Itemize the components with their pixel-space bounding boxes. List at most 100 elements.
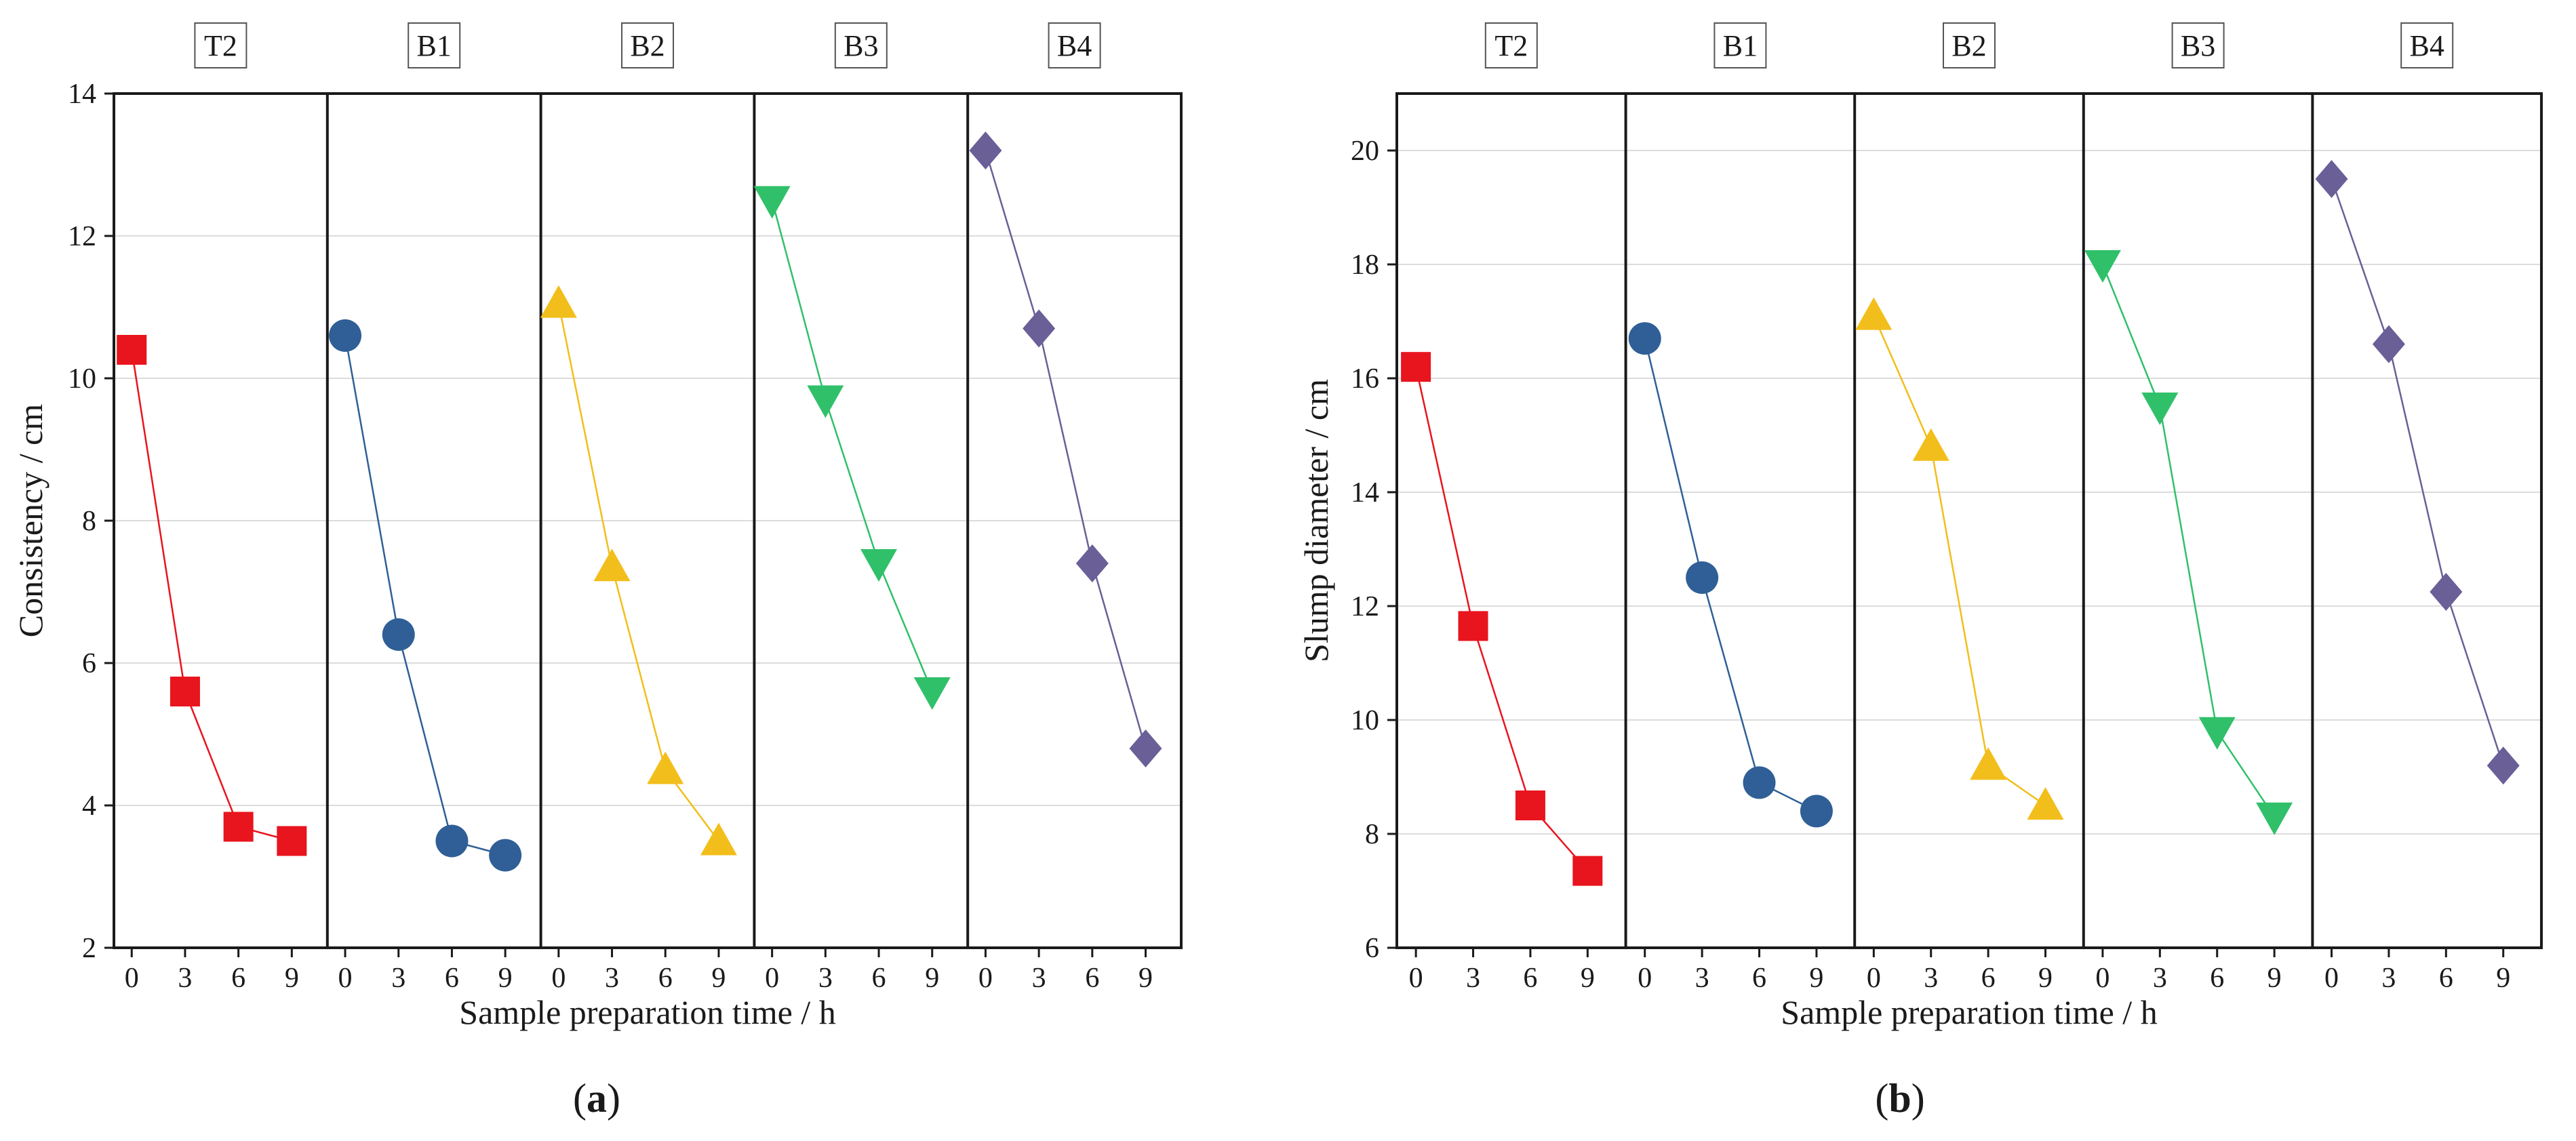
series-line-b3 — [2101, 264, 2276, 818]
panel-label-box — [1048, 22, 1101, 68]
panel-b4: B4 0 3 6 9 — [2311, 22, 2520, 994]
panel-b1: B1 0 3 6 9 — [325, 22, 522, 994]
panel-label-box — [1713, 22, 1767, 68]
series-line-t2 — [130, 349, 292, 842]
x-tick-label: 6 — [2210, 963, 2224, 994]
data-point-b3 — [2198, 717, 2236, 750]
y-tick-label: 10 — [68, 363, 96, 395]
y-tick-label: 2 — [82, 933, 96, 964]
y-axis-title: Consistency / cm — [12, 404, 49, 638]
y-tick-label: 4 — [82, 790, 96, 822]
x-tick-label: 9 — [1809, 963, 1823, 994]
x-tick-label: 9 — [285, 963, 299, 994]
x-tick-label: 0 — [551, 963, 566, 994]
x-tick-label: 0 — [978, 963, 993, 994]
x-tick-label: 6 — [231, 963, 245, 994]
x-tick-label: 6 — [1085, 963, 1099, 994]
x-tick-label: 3 — [391, 963, 405, 994]
x-tick-label: 9 — [2038, 963, 2053, 994]
data-point-b1 — [435, 824, 469, 858]
data-point-b3 — [860, 549, 898, 582]
data-point-b2 — [1970, 747, 2007, 780]
panel-b2: B2 0 3 6 9 — [539, 22, 737, 994]
x-tick-label: 0 — [125, 963, 139, 994]
x-tick-label: 9 — [2496, 963, 2510, 994]
x-tick-label: 3 — [2381, 963, 2396, 994]
series-line-b1 — [1644, 338, 1817, 812]
x-tick-label: 9 — [2267, 963, 2282, 994]
x-tick-label: 6 — [658, 963, 673, 994]
x-tick-label: 3 — [605, 963, 619, 994]
x-tick-label: 6 — [872, 963, 886, 994]
x-tick-label: 0 — [338, 963, 353, 994]
plot-frame — [1395, 92, 2543, 949]
y-tick-label: 20 — [1351, 136, 1379, 167]
data-point-b4 — [2430, 573, 2463, 611]
x-tick-label: 0 — [2324, 963, 2339, 994]
y-tick-label: 6 — [1365, 933, 1379, 964]
data-point-b4 — [2486, 746, 2520, 785]
panel-label: B1 — [1723, 29, 1758, 62]
chart-caption: (a) — [573, 1076, 620, 1121]
y-tick-label: 10 — [1351, 705, 1379, 736]
panel-b4: B4 0 3 6 9 — [966, 22, 1162, 994]
data-point-b3 — [2256, 802, 2293, 835]
x-tick-label: 3 — [1695, 963, 1709, 994]
y-tick-label: 14 — [1351, 477, 1379, 508]
panel-label: B2 — [1951, 29, 1986, 62]
data-point-t2 — [277, 826, 307, 856]
series-line-b3 — [771, 200, 933, 692]
data-point-b1 — [1743, 766, 1776, 799]
y-tick-label: 18 — [1351, 249, 1379, 281]
x-axis-title: Sample preparation time / h — [459, 993, 835, 1031]
x-tick-label: 9 — [925, 963, 939, 994]
data-point-b4 — [969, 132, 1002, 169]
y-tick-label: 12 — [1351, 591, 1379, 622]
data-point-b2 — [700, 822, 737, 856]
series-line-t2 — [1414, 366, 1589, 872]
data-point-b3 — [913, 677, 951, 710]
y-tick-label: 8 — [82, 506, 96, 537]
panel-label-box — [2171, 22, 2225, 68]
y-tick-label: 6 — [82, 648, 96, 679]
x-tick-label: 0 — [1409, 963, 1423, 994]
x-tick-label: 9 — [1581, 963, 1595, 994]
data-point-b4 — [1129, 729, 1162, 767]
panel-label: B1 — [417, 29, 452, 62]
x-tick-label: 0 — [1638, 963, 1652, 994]
data-point-b4 — [1075, 544, 1109, 582]
y-tick-label: 14 — [68, 79, 96, 110]
data-point-b3 — [753, 186, 791, 219]
series-line-b4 — [985, 150, 1147, 749]
data-point-b2 — [593, 548, 631, 582]
data-point-b2 — [1855, 297, 1893, 330]
data-point-t2 — [1572, 856, 1603, 886]
data-point-b1 — [1628, 322, 1661, 355]
data-point-b4 — [1023, 309, 1056, 348]
panel-label-box — [621, 22, 674, 68]
x-tick-label: 9 — [711, 963, 726, 994]
data-point-b4 — [2315, 160, 2348, 198]
data-point-b1 — [1686, 561, 1719, 594]
x-tick-label: 0 — [1867, 963, 1881, 994]
panel-label: T2 — [1494, 29, 1528, 62]
panel-b1: B1 0 3 6 9 — [1624, 22, 1833, 994]
x-tick-label: 0 — [2095, 963, 2109, 994]
panel-label: B2 — [630, 29, 665, 62]
panel-label-box — [408, 22, 461, 68]
panel-label-box — [2400, 22, 2454, 68]
x-tick-label: 3 — [2153, 963, 2167, 994]
panel-label-box — [1943, 22, 1996, 68]
caption-letter: b — [1888, 1076, 1911, 1121]
data-point-b3 — [807, 385, 844, 418]
panel-t2: T2 0 3 6 9 — [117, 22, 307, 994]
data-point-t2 — [170, 677, 200, 706]
chart-b: 6 8 10 12 14 16 18 20 Slump diameter / cm Sample … — [1297, 22, 2543, 1121]
panel-label-box — [1484, 22, 1538, 68]
data-point-b2 — [647, 751, 684, 784]
x-tick-label: 6 — [2439, 963, 2453, 994]
x-tick-label: 6 — [1981, 963, 1996, 994]
data-point-b1 — [489, 839, 522, 872]
x-tick-label: 6 — [1752, 963, 1766, 994]
data-point-t2 — [223, 812, 254, 842]
